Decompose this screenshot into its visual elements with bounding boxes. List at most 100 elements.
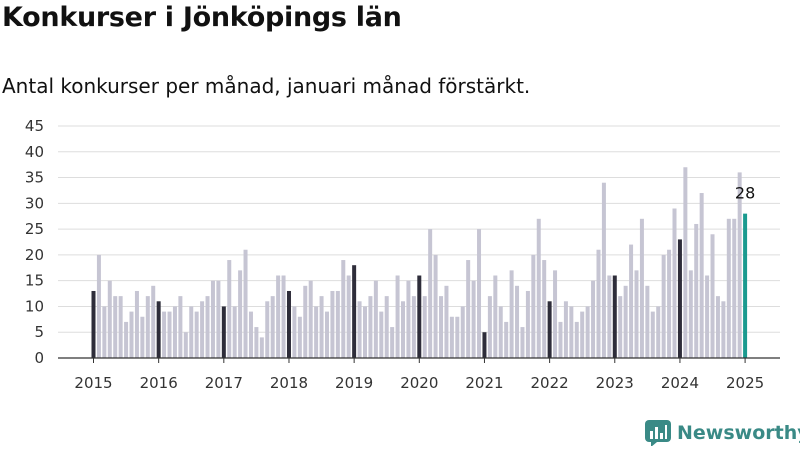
bar-2017-8 (259, 337, 264, 358)
bar-2017-9 (265, 301, 270, 358)
bar-2020-5 (439, 296, 444, 358)
x-tick-label: 2023 (596, 374, 634, 392)
bar-2022-6 (574, 321, 579, 358)
bar-2015-4 (107, 280, 112, 358)
bar-2016-3 (167, 311, 172, 358)
bar-2019-10 (401, 301, 406, 358)
x-tick-label: 2019 (335, 374, 373, 392)
bar-2015-8 (129, 311, 134, 358)
bar-2021-7 (515, 285, 520, 358)
bar-2023-8 (650, 311, 655, 358)
bar-2023-10 (661, 254, 666, 358)
data-labels: 28 (735, 184, 755, 203)
bar-2018-4 (303, 285, 308, 358)
bar-2017-2 (227, 260, 232, 358)
bar-2024-12 (737, 172, 742, 358)
bar-2015-7 (124, 321, 129, 358)
bar-chart-logo-icon (645, 420, 671, 446)
bar-2015-12 (151, 285, 156, 358)
bar-2020-1 (417, 275, 422, 358)
bar-2022-9 (591, 280, 596, 358)
bar-2016-9 (200, 301, 205, 358)
y-tick-label: 35 (25, 169, 44, 187)
bar-2019-3 (363, 306, 367, 358)
bar-2023-12 (672, 208, 677, 358)
bar-2018-11 (341, 260, 346, 358)
bar-2023-1 (612, 275, 617, 358)
bar-2021-10 (531, 254, 536, 358)
bar-2018-10 (335, 290, 340, 358)
bar-2019-1 (352, 265, 357, 358)
bar-2020-9 (460, 306, 465, 358)
y-tick-label: 30 (25, 194, 44, 212)
bar-2018-2 (292, 306, 297, 358)
bar-2016-11 (210, 280, 215, 358)
bar-2023-9 (656, 306, 661, 358)
bar-2016-7 (189, 306, 194, 358)
bar-2016-5 (178, 296, 183, 358)
bar-2022-8 (585, 306, 590, 358)
x-tick-label: 2025 (726, 374, 764, 392)
bar-2024-1 (677, 239, 682, 358)
y-tick-label: 20 (25, 246, 44, 264)
x-tick-label: 2021 (465, 374, 503, 392)
bar-2016-8 (194, 311, 199, 358)
bar-2023-11 (667, 249, 672, 358)
bar-2023-6 (639, 218, 644, 358)
bar-2024-6 (705, 275, 710, 358)
y-axis-ticks: 0 5 10 15 20 25 30 35 40 45 (25, 117, 44, 367)
bar-2016-10 (205, 296, 210, 358)
bar-2019-2 (357, 301, 362, 358)
bar-2024-2 (683, 167, 688, 358)
x-axis-ticks: 2015 2016 2017 2018 2019 2020 2021 2022 2023 2024… (74, 358, 764, 392)
bar-2020-6 (444, 285, 449, 358)
y-tick-label: 40 (25, 143, 44, 161)
bar-2019-12 (411, 296, 416, 358)
bar-2015-9 (134, 290, 139, 358)
bar-2023-5 (634, 270, 639, 358)
bar-2021-2 (487, 296, 492, 358)
bar-2016-12 (216, 280, 221, 358)
bar-2024-5 (699, 193, 704, 358)
x-tick-label: 2024 (661, 374, 699, 392)
bars (91, 167, 748, 358)
bar-2017-11 (276, 275, 281, 358)
bar-2015-11 (145, 296, 150, 358)
bar-2017-10 (270, 296, 275, 358)
bar-2020-4 (433, 254, 438, 358)
bar-2020-10 (466, 260, 471, 358)
bar-2019-11 (406, 280, 411, 358)
x-tick-label: 2022 (531, 374, 569, 392)
latest-value-label: 28 (735, 184, 755, 203)
bar-2020-3 (428, 229, 433, 358)
bar-2018-3 (297, 316, 302, 358)
bar-2017-12 (281, 275, 286, 358)
bar-2020-2 (422, 296, 427, 358)
bar-2019-9 (395, 275, 400, 358)
bar-2019-6 (379, 311, 384, 358)
bar-2015-1 (91, 290, 96, 358)
bar-2021-5 (504, 321, 509, 358)
bar-2015-10 (140, 316, 145, 358)
y-tick-label: 0 (34, 349, 44, 367)
bar-2020-8 (455, 316, 460, 358)
bar-2025-1 (743, 213, 748, 358)
bar-2021-1 (482, 332, 487, 358)
bar-2021-6 (509, 270, 514, 358)
brand-name: Newsworthy (677, 422, 800, 444)
bar-2019-7 (384, 296, 389, 358)
x-tick-label: 2017 (205, 374, 243, 392)
bar-2021-11 (536, 218, 541, 358)
bar-2022-3 (558, 321, 563, 358)
bar-2018-9 (330, 290, 335, 358)
bar-2018-8 (324, 311, 329, 358)
bar-2019-8 (390, 327, 395, 358)
x-tick-label: 2016 (140, 374, 178, 392)
bar-2015-2 (96, 254, 101, 358)
x-tick-label: 2015 (74, 374, 112, 392)
bar-2019-5 (373, 280, 378, 358)
bar-2019-4 (368, 296, 373, 358)
bar-2021-4 (498, 306, 503, 358)
bar-2022-10 (596, 249, 601, 358)
